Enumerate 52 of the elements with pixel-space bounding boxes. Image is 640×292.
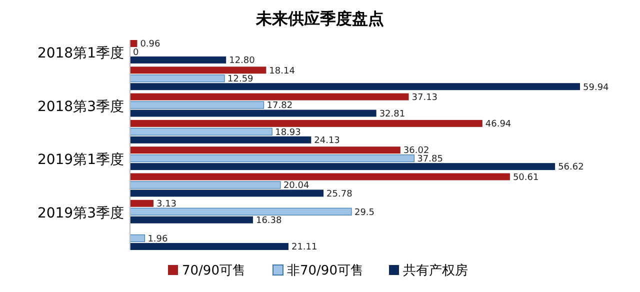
bar bbox=[130, 173, 510, 180]
bar bbox=[130, 128, 272, 136]
bar bbox=[130, 146, 400, 154]
data-label: 18.14 bbox=[269, 66, 296, 76]
y-tick-label: 2019第3季度 bbox=[37, 205, 124, 222]
bar bbox=[130, 101, 264, 109]
y-tick-label: 2019第1季度 bbox=[37, 152, 124, 168]
y-tick-label: 2018第1季度 bbox=[37, 46, 124, 62]
bar bbox=[130, 93, 409, 100]
legend-label: 非70/90可售 bbox=[287, 264, 364, 279]
bar bbox=[130, 40, 138, 47]
data-label: 59.94 bbox=[583, 82, 610, 93]
data-label: 29.5 bbox=[354, 208, 375, 218]
bar bbox=[130, 83, 580, 90]
bar bbox=[130, 120, 482, 127]
data-label: 46.94 bbox=[485, 120, 512, 130]
chart-title: 未来供应季度盘点 bbox=[255, 9, 384, 28]
data-label: 0 bbox=[133, 48, 139, 58]
data-label: 16.38 bbox=[256, 216, 282, 226]
data-label: 50.61 bbox=[512, 172, 539, 183]
bar bbox=[130, 163, 556, 170]
bar bbox=[130, 74, 225, 82]
bar bbox=[130, 136, 312, 144]
data-label: 37.85 bbox=[417, 154, 443, 164]
bar bbox=[130, 66, 266, 74]
bar bbox=[130, 200, 154, 207]
bar bbox=[130, 181, 281, 189]
data-label: 18.93 bbox=[275, 128, 301, 138]
data-label: 1.96 bbox=[148, 234, 168, 244]
data-label: 17.82 bbox=[266, 101, 293, 112]
data-label: 20.04 bbox=[283, 181, 310, 192]
legend-label: 70/90可售 bbox=[182, 264, 246, 279]
data-label: 56.62 bbox=[558, 162, 584, 173]
bar bbox=[130, 154, 414, 162]
bar bbox=[130, 234, 146, 242]
data-label: 12.59 bbox=[228, 74, 254, 85]
data-label: 24.13 bbox=[314, 136, 340, 146]
bar bbox=[130, 110, 376, 117]
data-label: 37.13 bbox=[412, 92, 438, 103]
data-label: 12.80 bbox=[229, 56, 256, 66]
data-label: 3.13 bbox=[156, 200, 177, 210]
bar bbox=[130, 208, 352, 216]
data-label: 21.11 bbox=[291, 242, 318, 253]
data-label: 32.81 bbox=[379, 109, 406, 120]
bar bbox=[130, 190, 324, 197]
data-label: 25.78 bbox=[326, 189, 353, 200]
data-label: 0.96 bbox=[140, 40, 161, 50]
bar bbox=[130, 56, 226, 64]
y-tick-label: 2018第3季度 bbox=[37, 98, 124, 115]
bar bbox=[130, 243, 288, 250]
bar bbox=[130, 216, 253, 224]
legend-label: 共有产权房 bbox=[403, 262, 468, 279]
